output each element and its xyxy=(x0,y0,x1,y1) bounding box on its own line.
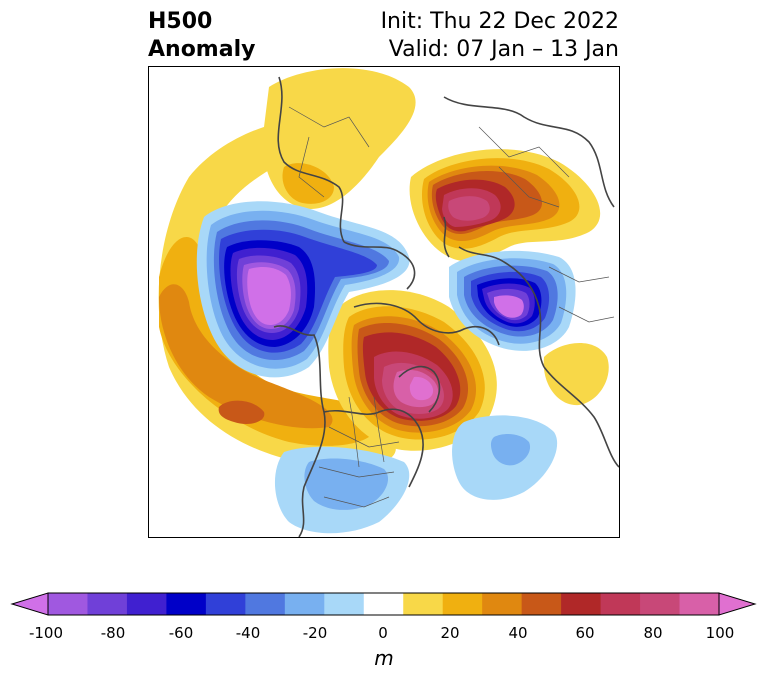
colorbar-bin xyxy=(442,593,483,615)
colorbar-bin xyxy=(679,593,720,615)
title-line-1: H500 xyxy=(148,9,213,34)
colorbar-tick-label: 60 xyxy=(575,624,595,642)
greenland-ridge-100 xyxy=(409,376,434,401)
colorbar-tick-label: -100 xyxy=(28,624,64,642)
colorbar-frame xyxy=(47,592,720,616)
coastlines xyxy=(273,76,619,537)
anomaly-map xyxy=(148,66,620,538)
title-line-2: Anomaly xyxy=(148,37,256,62)
colorbar-tick-label: -60 xyxy=(168,624,194,642)
colorbar-bin xyxy=(126,593,167,615)
date-info: Init: Thu 22 Dec 2022 Valid: 07 Jan – 13… xyxy=(381,8,619,64)
atlantic-trough-20 xyxy=(490,434,531,466)
colorbar-tick-label: 80 xyxy=(643,624,663,642)
colorbar-bin xyxy=(640,593,681,615)
asia-trough-100 xyxy=(494,295,524,318)
colorbar-bin xyxy=(324,593,365,615)
colorbar-bin xyxy=(521,593,562,615)
pacific-ridge-50 xyxy=(218,400,265,424)
colorbar-tick-label: 40 xyxy=(508,624,528,642)
borders xyxy=(288,106,615,508)
colorbar-max-extend xyxy=(718,592,757,616)
colorbar-unit: m xyxy=(374,646,394,670)
asia-ridge-80 xyxy=(448,196,490,221)
colorbar-bin xyxy=(482,593,523,615)
colorbar-bin xyxy=(284,593,325,615)
colorbar-bin xyxy=(561,593,602,615)
colorbar-bin xyxy=(245,593,286,615)
colorbar-bin xyxy=(166,593,207,615)
alaska-trough-100 xyxy=(247,267,291,325)
colorbar-bin xyxy=(363,593,404,615)
init-date: Init: Thu 22 Dec 2022 xyxy=(380,9,619,34)
colorbar-tick-label: 20 xyxy=(440,624,460,642)
siberia-ridge-30 xyxy=(282,163,334,204)
colorbar-tick-label: 0 xyxy=(378,624,388,642)
colorbar-min-extend xyxy=(10,592,49,616)
colorbar-tick-label: -20 xyxy=(302,624,328,642)
colorbar xyxy=(10,592,757,616)
colorbar-bin xyxy=(403,593,444,615)
pacific-small-ridge xyxy=(543,343,609,406)
colorbar-bin xyxy=(600,593,641,615)
colorbar-tick-label: -40 xyxy=(235,624,261,642)
map-canvas xyxy=(158,68,619,537)
colorbar-tick-label: 100 xyxy=(705,624,735,642)
valid-range: Valid: 07 Jan – 13 Jan xyxy=(388,37,619,62)
colorbar-ticks: -100 -80 -60 -40 -20 0 20 40 60 80 100 xyxy=(0,624,768,644)
colorbar-bin xyxy=(87,593,128,615)
colorbar-bin xyxy=(205,593,246,615)
pacific-ridge-40 xyxy=(159,284,333,429)
colorbar-tick-label: -80 xyxy=(100,624,126,642)
colorbar-bin xyxy=(48,593,88,615)
map-title: H500 Anomaly xyxy=(148,8,255,64)
